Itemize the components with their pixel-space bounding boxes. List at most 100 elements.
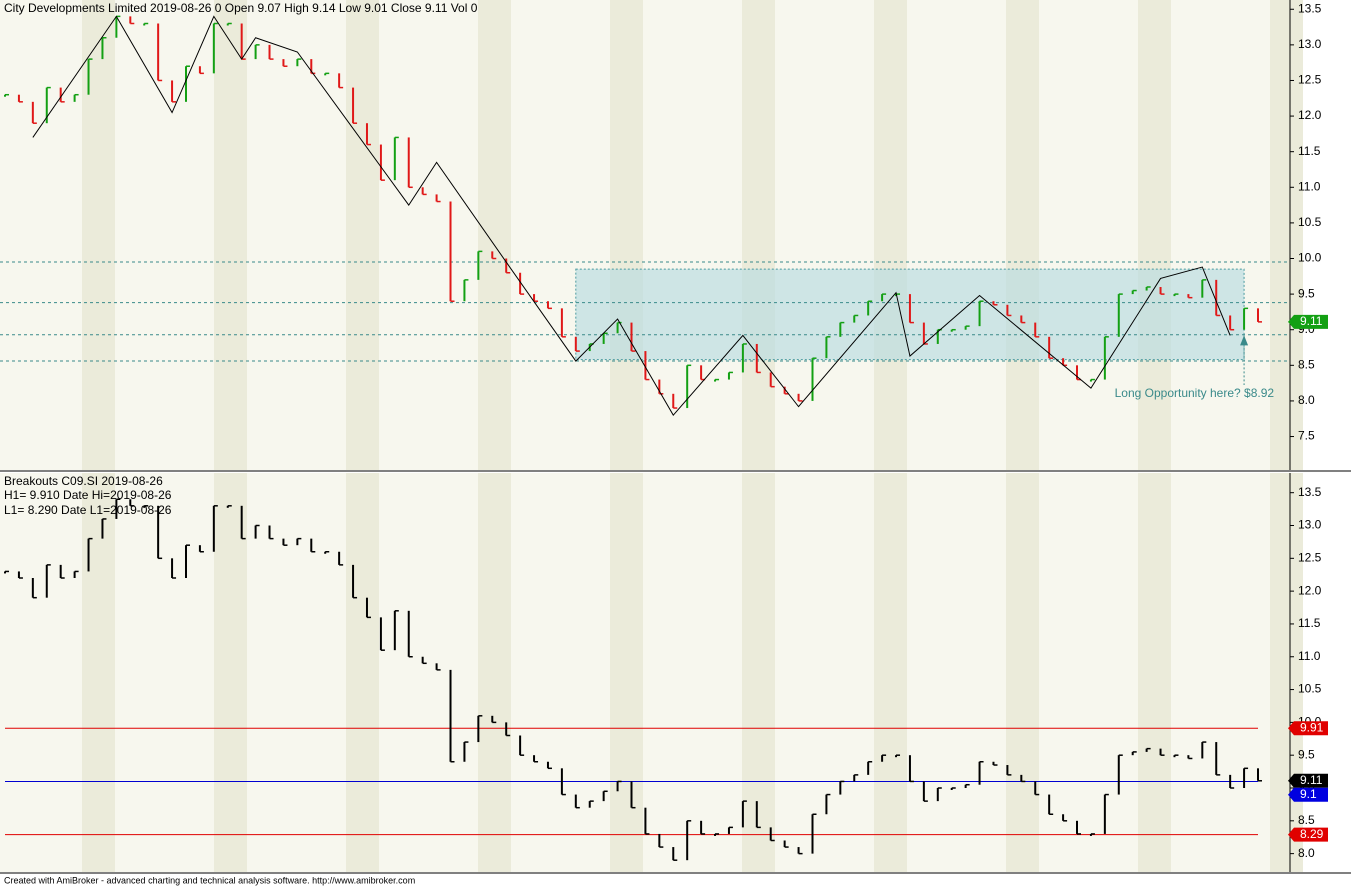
price-bar — [769, 372, 775, 388]
price-bar — [1229, 774, 1235, 789]
price-bar — [184, 65, 190, 102]
price-bar — [727, 826, 733, 834]
price-bar — [115, 15, 121, 38]
price-bar — [853, 774, 859, 782]
price-bar — [59, 564, 65, 579]
y-tick-label: 10.5 — [1298, 215, 1322, 229]
price-tag-label: 9.11 — [1300, 314, 1323, 328]
price-bar — [797, 393, 803, 402]
y-tick-label: 9.5 — [1298, 747, 1315, 761]
stripe — [346, 473, 379, 872]
price-bar — [630, 322, 636, 352]
price-bar — [101, 36, 107, 60]
price-bar — [1201, 741, 1207, 759]
price-bar — [171, 80, 177, 103]
y-tick-label: 13.5 — [1298, 485, 1322, 499]
price-bar — [1131, 289, 1137, 295]
price-bar — [992, 301, 998, 306]
price-bar — [407, 610, 413, 658]
price-bar — [630, 781, 636, 809]
price-bar — [365, 597, 371, 619]
price-bar — [964, 783, 970, 788]
price-bar — [491, 715, 497, 724]
price-bar — [1145, 286, 1151, 291]
price-bar — [393, 610, 399, 651]
price-bar — [755, 801, 761, 829]
price-tag-label: 8.29 — [1300, 827, 1324, 841]
price-bar — [992, 761, 998, 766]
price-bar — [324, 72, 330, 76]
price-bar — [505, 258, 511, 274]
arrow-head — [1240, 335, 1249, 346]
price-bar — [922, 781, 928, 802]
price-bar — [338, 73, 344, 89]
price-bar — [254, 44, 260, 60]
stripe — [742, 473, 775, 872]
price-bar — [365, 123, 371, 146]
price-bar — [1062, 814, 1068, 822]
y-tick-label: 7.5 — [1298, 429, 1315, 443]
pane-title: Breakouts C09.SI 2019-08-26 — [4, 474, 163, 488]
stripe — [874, 0, 907, 470]
y-tick-label: 8.5 — [1298, 813, 1315, 827]
price-bar — [1257, 308, 1262, 323]
pane-note: H1= 9.910 Date Hi=2019-08-26 — [4, 488, 172, 502]
price-bar — [435, 194, 441, 203]
price-bar — [714, 378, 720, 382]
price-bar — [198, 545, 204, 553]
price-tag — [1288, 827, 1328, 842]
price-bar — [1020, 315, 1026, 324]
price-bar — [324, 551, 330, 554]
price-bar — [574, 794, 580, 809]
price-bar — [825, 793, 831, 815]
stripe — [214, 473, 247, 872]
price-bar — [950, 328, 956, 332]
price-bar — [1257, 768, 1262, 782]
price-bar — [741, 343, 747, 373]
stripe — [610, 0, 643, 470]
price-bar — [1076, 820, 1082, 835]
price-bar — [87, 58, 93, 95]
price-bar — [1215, 279, 1221, 317]
y-tick-label: 8.5 — [1298, 357, 1315, 371]
price-bar — [212, 22, 218, 74]
y-tick-label: 11.5 — [1298, 616, 1321, 630]
price-bar — [1089, 378, 1095, 382]
price-bar — [212, 505, 218, 552]
price-bar — [73, 93, 79, 102]
y-tick-label: 10.5 — [1298, 682, 1322, 696]
stripe — [742, 0, 775, 470]
price-bar — [449, 669, 455, 763]
price-bar — [978, 300, 984, 327]
price-bar — [658, 833, 664, 848]
y-tick-label: 12.5 — [1298, 73, 1322, 87]
price-tag-label: 9.1 — [1300, 787, 1317, 801]
price-bar — [881, 293, 887, 302]
y-tick-label: 10.0 — [1298, 251, 1322, 265]
y-tick-label: 9.5 — [1298, 286, 1315, 300]
price-bar — [157, 505, 163, 560]
price-bar — [157, 23, 163, 82]
price-tag — [1288, 773, 1328, 788]
price-bar — [477, 250, 483, 280]
price-bar — [1020, 774, 1026, 783]
price-bar — [435, 663, 441, 671]
price-bar — [310, 538, 316, 553]
price-bar — [143, 505, 149, 508]
price-bar — [560, 768, 566, 796]
price-bar — [184, 544, 190, 578]
price-bar — [602, 332, 608, 344]
price-bar — [978, 761, 984, 785]
pane-bg — [0, 0, 1290, 470]
price-bar — [1173, 754, 1179, 758]
price-bar — [491, 251, 497, 260]
price-bar — [379, 617, 385, 651]
price-bar — [1243, 767, 1249, 788]
price-bar — [268, 525, 274, 540]
stripe — [82, 473, 115, 872]
price-bar — [881, 754, 887, 762]
price-bar — [31, 578, 37, 599]
price-bar — [1131, 751, 1137, 756]
price-bar — [783, 840, 789, 848]
